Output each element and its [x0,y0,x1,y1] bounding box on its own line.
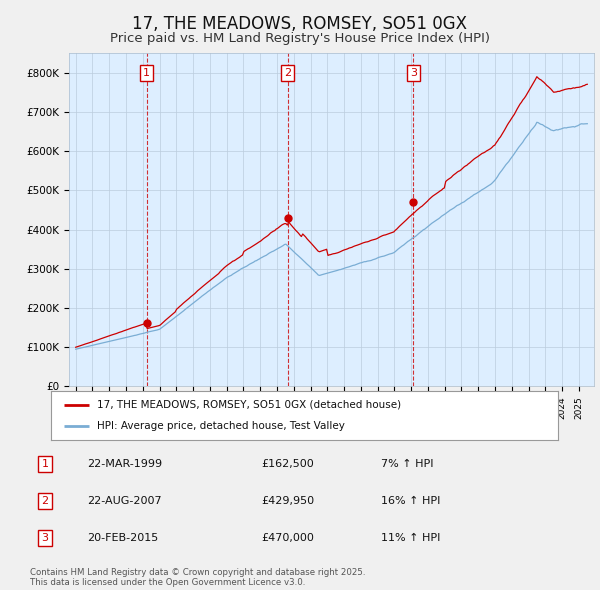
Text: £470,000: £470,000 [261,533,314,543]
Text: 2: 2 [284,68,291,78]
Text: £162,500: £162,500 [261,459,314,469]
Text: 20-FEB-2015: 20-FEB-2015 [87,533,158,543]
Text: Contains HM Land Registry data © Crown copyright and database right 2025.
This d: Contains HM Land Registry data © Crown c… [30,568,365,587]
Text: HPI: Average price, detached house, Test Valley: HPI: Average price, detached house, Test… [97,421,344,431]
Text: 3: 3 [410,68,417,78]
Text: 22-MAR-1999: 22-MAR-1999 [87,459,162,469]
Text: 1: 1 [143,68,150,78]
Text: 2: 2 [41,496,49,506]
Text: £429,950: £429,950 [261,496,314,506]
Text: 11% ↑ HPI: 11% ↑ HPI [381,533,440,543]
Text: 22-AUG-2007: 22-AUG-2007 [87,496,161,506]
Text: 7% ↑ HPI: 7% ↑ HPI [381,459,433,469]
Text: 1: 1 [41,459,49,469]
Text: 3: 3 [41,533,49,543]
Text: 16% ↑ HPI: 16% ↑ HPI [381,496,440,506]
Text: 17, THE MEADOWS, ROMSEY, SO51 0GX: 17, THE MEADOWS, ROMSEY, SO51 0GX [133,15,467,33]
Text: 17, THE MEADOWS, ROMSEY, SO51 0GX (detached house): 17, THE MEADOWS, ROMSEY, SO51 0GX (detac… [97,399,401,409]
Text: Price paid vs. HM Land Registry's House Price Index (HPI): Price paid vs. HM Land Registry's House … [110,32,490,45]
